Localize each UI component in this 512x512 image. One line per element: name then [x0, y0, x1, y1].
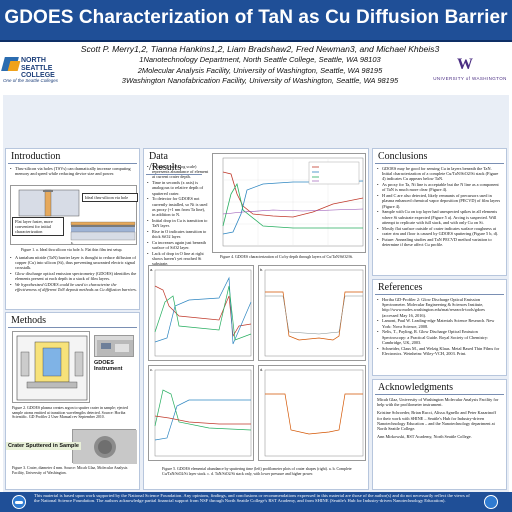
nsc-mark-accent-icon: [7, 61, 21, 71]
crater-label: Crater Sputtered in Sample: [6, 442, 81, 450]
intro-bullet-hypothesis: We hypothesized GDOES could be used to c…: [10, 282, 138, 292]
introduction-heading: Introduction: [8, 149, 137, 164]
intro-bullet-gdoes: Glow discharge optical emission spectrom…: [10, 271, 138, 281]
acknowledgments-heading: Acknowledgments: [375, 380, 504, 395]
intro-bullet-tsv: Thru-silicon via holes (TSVs) can dramat…: [10, 166, 135, 176]
conclusions-heading: Conclusions: [375, 149, 504, 164]
figure-5d-drawing: [264, 369, 364, 457]
references-body: Horiba GD-Profiler 2: Glow Discharge Opt…: [373, 295, 506, 356]
figure-2-gdoes-diagram: [12, 331, 90, 403]
references-heading: References: [375, 280, 504, 295]
conclusion-bullet-1: GDOES may be good for sensing Cu in laye…: [377, 166, 502, 182]
introduction-body-lower: A tantalum nitride (TaN) barrier layer i…: [10, 255, 138, 293]
conclusion-bullet-5: Mostly flat surface outside of crater in…: [377, 226, 502, 236]
conclusion-bullet-2: As proxy for Ta, Ni line is acceptable b…: [377, 182, 502, 192]
methods-panel: Methods GDOES Instrument Figure 2. GDOES…: [5, 312, 140, 490]
gdoes-instrument-photo: [94, 335, 134, 357]
reference-1: Horiba GD-Profiler 2: Glow Discharge Opt…: [377, 297, 502, 318]
nsf-logo-right-icon: [484, 495, 498, 509]
figure-5-caption: Figure 5. GDOES elemental abundance by s…: [162, 467, 352, 476]
references-panel: References Horiba GD-Profiler 2: Glow Di…: [372, 279, 507, 376]
figure-4-drawing: [222, 157, 364, 247]
data-bullet-6: Cu increases again just beneath surface …: [147, 240, 209, 250]
figure-5c-plot: [148, 365, 254, 461]
reference-3: Nelis, T., Payling, R. Glow Discharge Op…: [377, 329, 502, 345]
figure-5d-label: d.: [260, 367, 264, 372]
conclusion-bullet-3: H and C are also detected, likely remnan…: [377, 193, 502, 209]
uw-w-icon: W: [457, 56, 473, 73]
conclusions-body: GDOES may be good for sensing Cu in laye…: [373, 164, 506, 247]
author-list: Scott P. Merry1,2, Tianna Hankins1,2, Li…: [80, 44, 440, 54]
figure-5d-profilometer: [258, 365, 366, 461]
instrument-photo-drawing: [97, 340, 133, 356]
data-bullet-7: Lack of drop in O line at right shows ha…: [147, 251, 209, 267]
data-bullet-4: Initial drop in Cu is transition to TaN …: [147, 218, 209, 228]
introduction-body: Thru-silicon via holes (TSVs) can dramat…: [6, 164, 139, 176]
figure-4-gridlines: [223, 158, 363, 246]
methods-heading: Methods: [8, 313, 137, 328]
north-seattle-college-logo: NORTH SEATTLE COLLEGE One of the Seattle…: [1, 57, 75, 87]
reference-4: Schneider, Claus M., and Welzig Klaus. M…: [377, 346, 502, 356]
reference-2: Lamont, Paul W. Leading-edge Materials S…: [377, 318, 502, 328]
author-block: Scott P. Merry1,2, Tianna Hankins1,2, Li…: [80, 44, 440, 87]
figure-4-h-trace: [222, 208, 364, 215]
data-bullet-2: Time in seconds (x axis) is analogous to…: [147, 180, 209, 196]
poster-title: GDOES Characterization of TaN as Cu Diff…: [4, 7, 508, 28]
figure-3-crater-photo: [72, 429, 137, 464]
title-banner: [0, 0, 512, 42]
acknowledgments-panel: Acknowledgments Micah Glaz, University o…: [372, 379, 507, 490]
figure-5c-drawing: [154, 369, 252, 457]
footer-funding-text: This material is based upon work support…: [34, 493, 470, 504]
introduction-panel: Introduction Thru-silicon via holes (TSV…: [5, 148, 140, 310]
conclusion-bullet-6: Future: Annealing studies and TaN PECVD …: [377, 237, 502, 247]
data-results-bullets: Voltage (y axis, log scale) represents a…: [147, 164, 209, 267]
figure-5a-label: a.: [150, 267, 154, 272]
nsc-name: NORTH SEATTLE COLLEGE: [21, 57, 55, 79]
affiliation-2: 2Molecular Analysis Facility, University…: [137, 65, 383, 75]
callout-ideal-tsv: Ideal thru-silicon via hole: [82, 193, 138, 202]
figure-4-gdoes-plot: [212, 153, 366, 253]
callout-flat-layer: Flat layer faster, more convenient for i…: [12, 217, 64, 236]
nsf-logo-icon: [12, 495, 26, 509]
footer-bar: This material is based upon work support…: [0, 492, 512, 512]
svg-text:b.: b.: [71, 241, 74, 245]
gdoes-diagram-drawing: [16, 335, 88, 401]
uw-name: UNIVERSITY of WASHINGTON: [433, 76, 507, 81]
data-bullet-1: Voltage (y axis, log scale) represents a…: [147, 164, 209, 180]
affiliation-1: 1Nanotechnology Department, North Seattl…: [139, 55, 381, 64]
figure-4-caption: Figure 4. GDOES characterization of Cu b…: [220, 255, 354, 259]
figure-5b-drawing: [264, 269, 364, 357]
data-bullet-5: Rise in O indicates transition to thick …: [147, 229, 209, 239]
conclusion-bullet-4: Sample with Cu on top layer had unexpect…: [377, 209, 502, 225]
figure-5a-drawing: [154, 269, 252, 357]
acknowledgments-body: Micah Glaz, University of Washington Mol…: [373, 395, 506, 439]
nsc-tagline: One of the Seattle Colleges: [3, 78, 59, 83]
affiliation-3: 3Washington Nanofabrication Facility, Un…: [121, 76, 399, 85]
intro-bullet-tan: A tantalum nitride (TaN) barrier layer i…: [10, 255, 138, 271]
gdoes-instrument-label: GDOES Instrument: [94, 360, 123, 372]
university-of-washington-logo: W UNIVERSITY of WASHINGTON: [430, 56, 510, 86]
figure-5a-plot: [148, 265, 254, 361]
hypothesis-text: We hypothesized GDOES could be used to c…: [15, 282, 137, 293]
data-bullet-3: To detector for GDOES not currently inst…: [147, 196, 209, 217]
ack-paragraph-1: Micah Glaz, University of Washington Mol…: [377, 397, 499, 408]
crater-photo-drawing: [73, 430, 137, 464]
figure-3-caption: Figure 3. Crater, diameter 4 mm. Source:…: [12, 466, 128, 475]
ack-paragraph-3: Ann Mirkowski, RST Academy, North Seattl…: [377, 434, 472, 440]
figure-1-caption: Figure 1. a. Ideal thru silicon via hole…: [21, 248, 123, 252]
figure-2-caption: Figure 2. GDOES plasma creates argon to …: [12, 406, 128, 420]
figure-5c-label: c.: [150, 367, 154, 372]
figure-1-drawing: a. b.: [18, 189, 136, 245]
figure-4-n-trace: [222, 182, 363, 229]
figure-5b-label: b.: [260, 267, 264, 272]
figure-5b-profilometer: [258, 265, 366, 361]
data-results-panel: Data /Results Voltage (y axis, log scale…: [143, 148, 369, 490]
ack-paragraph-2: Kristine Schroeder, Brian Rucci, Alissa …: [377, 410, 497, 432]
conclusions-panel: Conclusions GDOES may be good for sensin…: [372, 148, 507, 276]
